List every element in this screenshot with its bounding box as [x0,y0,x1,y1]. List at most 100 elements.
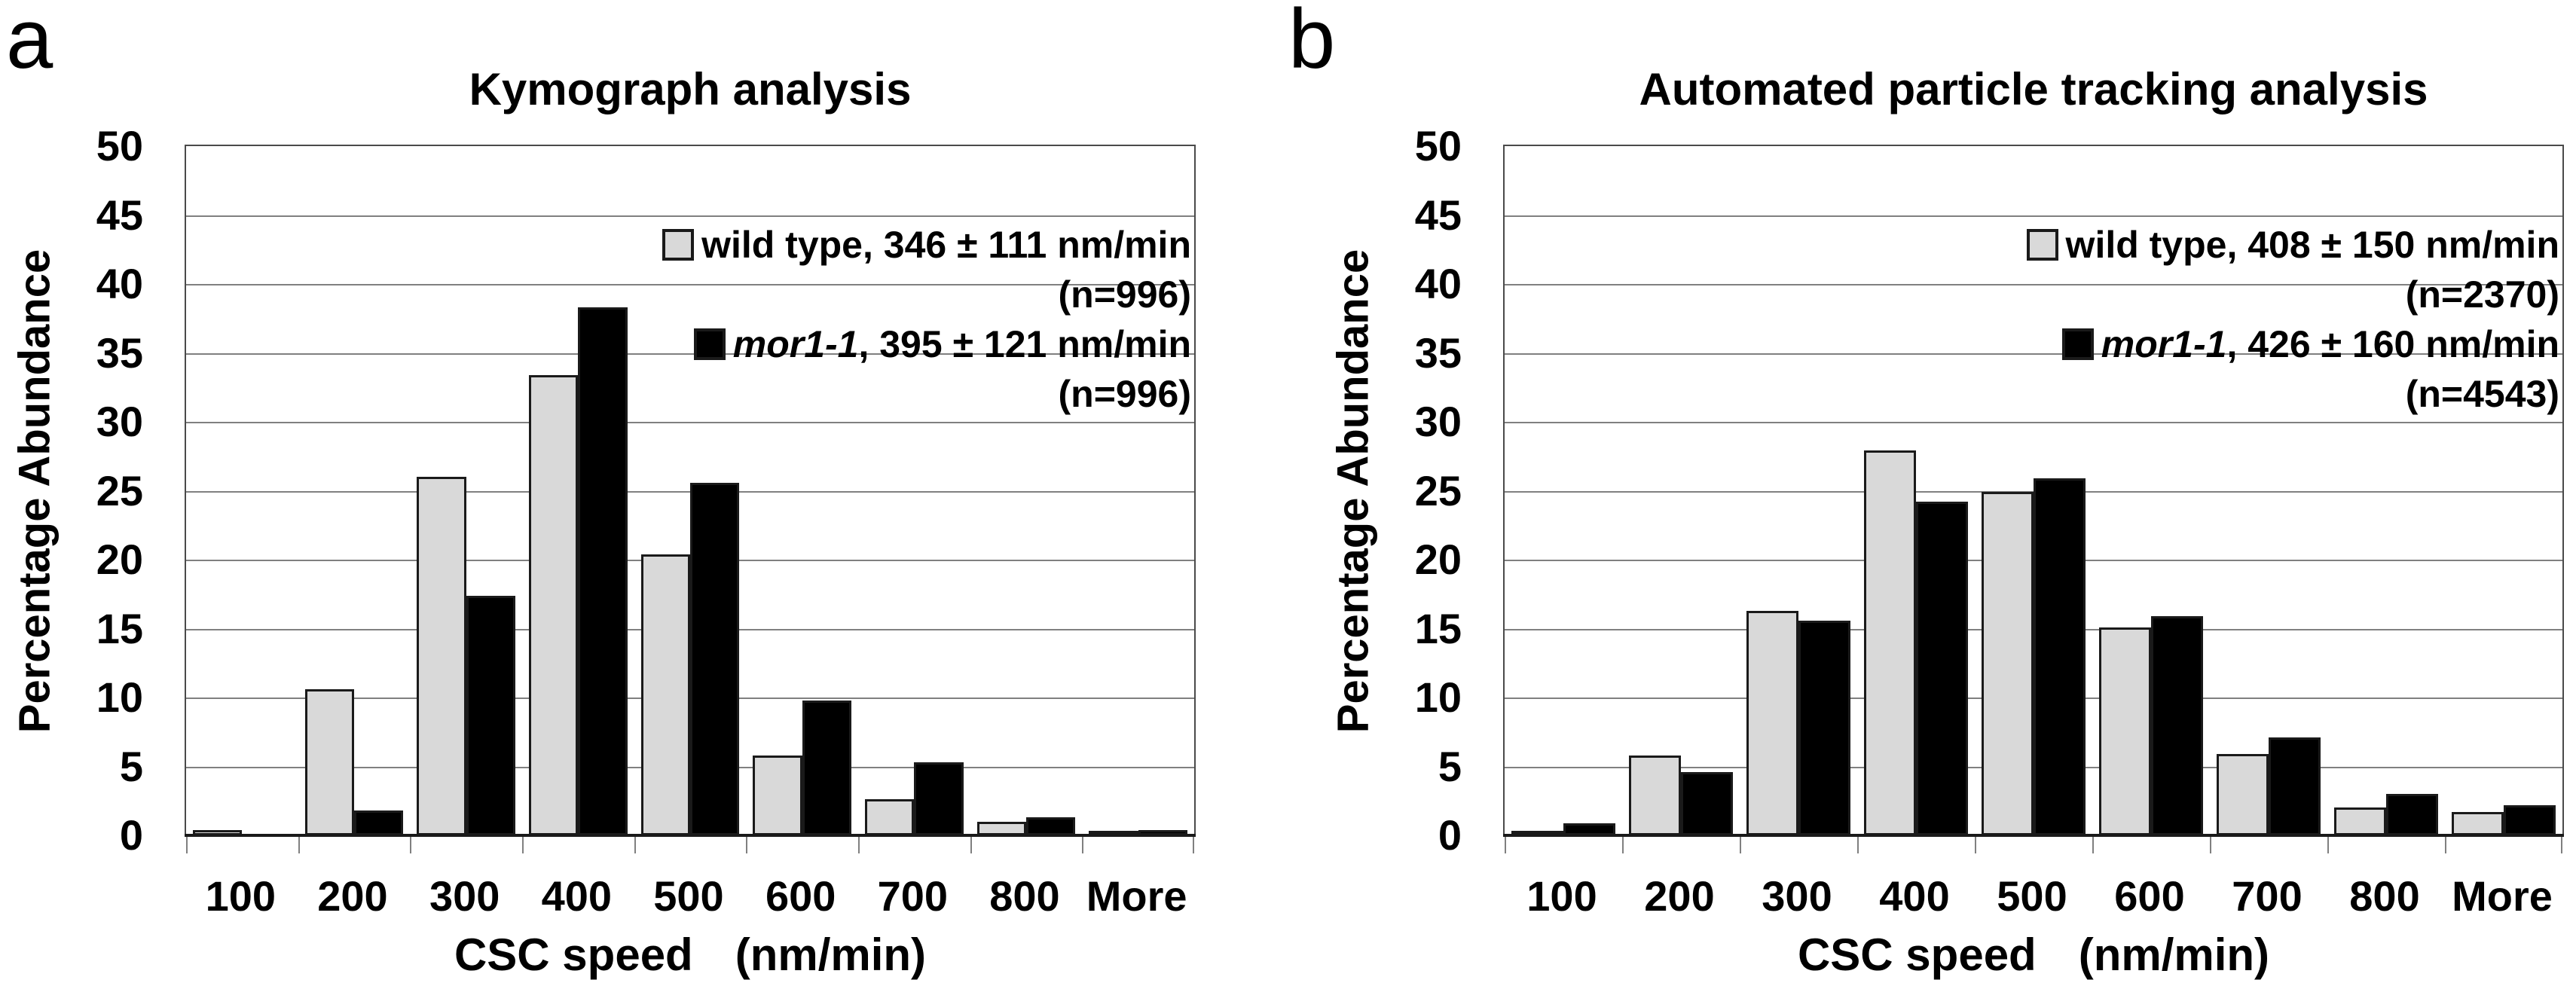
y-tick-label: 20 [96,536,143,583]
y-tick-label: 35 [1414,328,1462,377]
x-axis-tick [746,837,748,853]
x-tick-label: 800 [2349,872,2420,920]
chart-a-legend: wild type, 346 ± 111 nm/min (n=996) mor1… [604,220,1191,419]
x-tick-label: 300 [429,872,500,920]
bar-wild-type [1629,755,1681,835]
x-tick-label: 600 [2114,872,2185,920]
bar-wild-type [2452,811,2504,835]
y-tick-label: 15 [1414,604,1462,652]
y-tick-label: 40 [96,260,143,307]
bar-mor1-1 [914,762,964,835]
x-axis-tick [298,837,300,853]
y-tick-label: 30 [96,398,143,445]
y-tick-label: 0 [119,811,143,859]
gridline [186,422,1194,423]
x-axis-tick [2327,837,2329,853]
x-axis-tick [1193,837,1194,853]
bar-wild-type [2217,754,2269,835]
y-tick-label: 50 [1414,122,1462,169]
y-tick-label: 40 [1414,260,1462,307]
x-tick-label: 800 [989,872,1060,920]
chart-a-plot-area [185,145,1196,853]
bar-wild-type [2099,627,2151,835]
x-axis-tick [1082,837,1084,853]
bar-mor1-1 [2504,804,2556,835]
x-axis-tick [2210,837,2211,853]
x-axis-title-unit: (nm/min) [735,930,927,980]
y-tick-label: 20 [1414,536,1462,583]
panel-a-label: a [6,0,53,86]
legend-swatch-wild-type [2026,229,2058,261]
x-axis-tick [410,837,412,853]
x-tick-label: 400 [541,872,613,920]
legend-mor1-1-italic: mor1-1 [2101,323,2227,365]
bar-mor1-1 [2269,737,2321,835]
legend-swatch-wild-type [662,229,695,261]
bar-wild-type [2334,807,2386,835]
y-tick-label: 5 [1438,742,1462,790]
legend-swatch-mor1-1 [693,328,726,360]
chart-b-x-axis-title: CSC speed (nm/min) [1503,929,2564,981]
bar-wild-type [417,477,466,835]
x-axis-tick [1622,837,1624,853]
y-tick-label: 45 [1414,191,1462,239]
legend-mor1-1-italic: mor1-1 [732,323,859,365]
y-tick-label: 45 [96,191,143,239]
x-tick-label: 100 [1526,872,1597,920]
bar-mor1-1 [1681,771,1733,835]
y-tick-label: 30 [1414,398,1462,445]
legend-mor1-1-n: (n=996) [1058,373,1191,415]
y-tick-label: 10 [96,673,143,721]
gridline [1505,284,2562,285]
bar-wild-type [528,374,579,835]
y-tick-label: 25 [96,466,143,514]
bar-mor1-1 [466,595,516,835]
bar-wild-type [753,755,802,835]
x-tick-label: More [1086,872,1187,920]
chart-b-x-axis-line [1503,834,2564,837]
bar-wild-type [1746,610,1798,835]
legend-entry-mor1-1: mor1-1, 426 ± 160 nm/min [1972,319,2559,369]
gridline [186,215,1194,217]
x-tick-label: 700 [2232,872,2303,920]
y-tick-label: 50 [96,122,143,169]
y-tick-label: 15 [96,604,143,652]
bar-wild-type [1982,492,2034,835]
x-tick-label: 500 [1997,872,2067,920]
x-axis-tick [1857,837,1859,853]
bar-mor1-1 [690,482,740,835]
bar-mor1-1 [1798,620,1850,835]
legend-entry-mor1-1: mor1-1, 395 ± 121 nm/min [604,319,1191,369]
chart-b-legend: wild type, 408 ± 150 nm/min (n=2370) mor… [1972,220,2559,419]
bar-wild-type [864,799,915,835]
x-tick-label: 600 [765,872,836,920]
legend-entry-wild-type: wild type, 408 ± 150 nm/min [1972,220,2559,270]
x-axis-tick [858,837,860,853]
panel-b-label: b [1288,0,1336,86]
x-axis-title-main: CSC speed [454,930,693,980]
x-axis-tick [1975,837,1976,853]
gridline [1505,215,2562,217]
x-axis-title-unit: (nm/min) [2078,930,2270,980]
bar-mor1-1 [2151,616,2203,835]
x-tick-label: 200 [317,872,388,920]
x-axis-tick [634,837,636,853]
legend-wild-type-n: (n=996) [1058,273,1191,316]
legend-wild-type-text: wild type, 346 ± 111 nm/min [701,224,1191,266]
bar-mor1-1 [802,700,852,835]
chart-b-title: Automated particle tracking analysis [1639,64,2428,114]
bar-mor1-1 [1026,817,1076,835]
x-tick-label: 200 [1644,872,1715,920]
gridline [186,353,1194,355]
x-axis-tick [970,837,972,853]
legend-wild-type-text: wild type, 408 ± 150 nm/min [2065,224,2559,266]
bar-mor1-1 [354,810,404,835]
bar-wild-type [304,689,354,835]
x-axis-tick [1505,837,1506,853]
x-tick-label: 400 [1879,872,1950,920]
gridline [1505,422,2562,423]
x-tick-label: 300 [1762,872,1832,920]
x-tick-label: 500 [653,872,724,920]
x-axis-tick [2445,837,2446,853]
